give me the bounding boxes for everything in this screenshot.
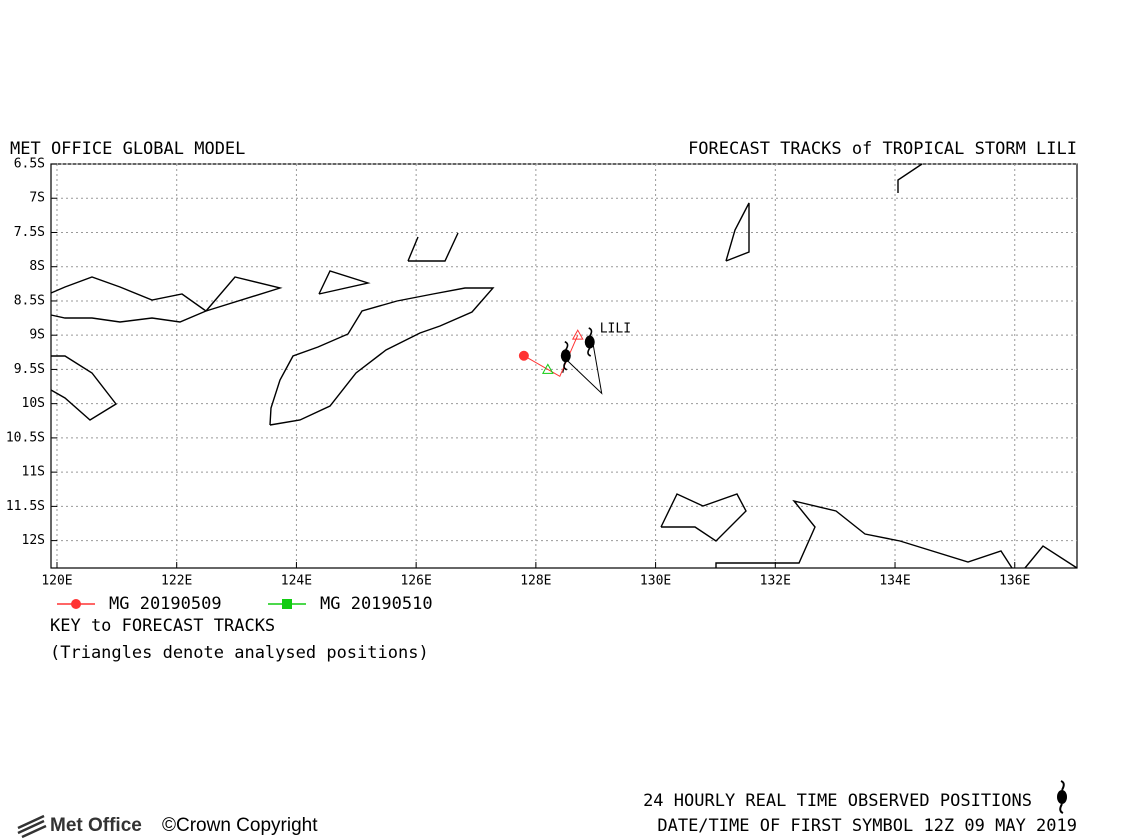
coastlines xyxy=(50,163,1078,569)
observed-note: 24 HOURLY REAL TIME OBSERVED POSITIONS xyxy=(643,791,1032,811)
storm-position xyxy=(560,340,571,371)
forecast-track xyxy=(523,334,579,377)
storm-position xyxy=(584,327,595,357)
storm-symbol xyxy=(1057,780,1067,814)
y-tick-label: 10S xyxy=(22,396,45,411)
y-tick-label: 12S xyxy=(22,533,45,548)
x-tick-label: 132E xyxy=(760,574,791,589)
title-left: MET OFFICE GLOBAL MODEL xyxy=(10,139,245,159)
storm-label: LILI xyxy=(600,322,631,337)
y-tick-label: 8S xyxy=(29,259,45,274)
analysed-position xyxy=(571,329,584,340)
y-tick-label: 9.5S xyxy=(14,362,45,377)
storm-body xyxy=(584,335,595,349)
storm-body xyxy=(560,349,571,363)
x-tick-label: 134E xyxy=(879,574,910,589)
y-tick-label: 11S xyxy=(22,465,45,480)
observed-track xyxy=(562,341,603,395)
x-tick-label: 120E xyxy=(41,574,72,589)
x-tick-label: 128E xyxy=(520,574,551,589)
title-right: FORECAST TRACKS of TROPICAL STORM LILI xyxy=(688,139,1077,159)
y-tick-label: 6.5S xyxy=(14,157,45,172)
brand-logo xyxy=(17,814,47,839)
x-tick-label: 122E xyxy=(161,574,192,589)
first-symbol: DATE/TIME OF FIRST SYMBOL 12Z 09 MAY 201… xyxy=(657,816,1077,836)
key-title: KEY to FORECAST TRACKS xyxy=(50,616,275,636)
x-tick-label: 130E xyxy=(640,574,671,589)
legend-label: MG 20190509 xyxy=(109,594,222,614)
legend-marker xyxy=(71,599,81,609)
storm-hooks xyxy=(563,340,569,371)
storm-hooks xyxy=(587,327,593,357)
copyright: ©Crown Copyright xyxy=(162,815,318,836)
forecast-start xyxy=(518,350,529,361)
y-tick-label: 7S xyxy=(29,191,45,206)
y-tick-label: 8.5S xyxy=(14,293,45,308)
analysed-position xyxy=(541,363,554,374)
key-note: (Triangles denote analysed positions) xyxy=(50,643,429,663)
x-tick-label: 124E xyxy=(281,574,312,589)
x-tick-label: 126E xyxy=(400,574,431,589)
legend-label: MG 20190510 xyxy=(320,594,433,614)
brand: Met Office xyxy=(50,815,142,836)
y-tick-label: 7.5S xyxy=(14,225,45,240)
plot-frame xyxy=(50,163,1078,569)
legend-marker xyxy=(282,599,292,609)
x-tick-label: 136E xyxy=(999,574,1030,589)
y-tick-label: 10.5S xyxy=(6,430,45,445)
y-tick-label: 9S xyxy=(29,328,45,343)
y-tick-label: 11.5S xyxy=(6,499,45,514)
